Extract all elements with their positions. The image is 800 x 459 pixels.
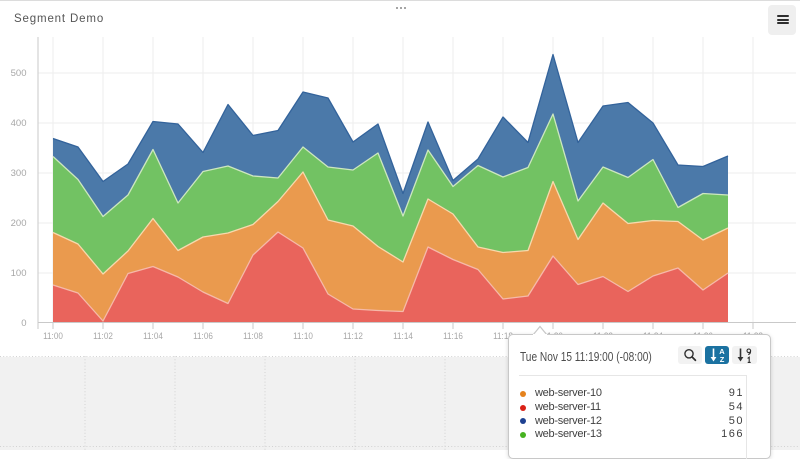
svg-text:0: 0 [21,318,26,329]
svg-text:Z: Z [720,355,725,364]
svg-text:200: 200 [11,218,27,229]
svg-text:11:08: 11:08 [243,331,263,342]
svg-text:A: A [719,347,725,356]
svg-text:300: 300 [11,168,27,179]
svg-text:500: 500 [11,68,27,79]
svg-text:11:02: 11:02 [93,331,113,342]
svg-text:11:04: 11:04 [143,331,163,342]
svg-text:11:18: 11:18 [493,331,513,342]
svg-text:11:12: 11:12 [343,331,363,342]
svg-text:11:16: 11:16 [443,331,463,342]
svg-text:11:10: 11:10 [293,331,313,342]
svg-text:11:14: 11:14 [393,331,413,342]
svg-text:100: 100 [11,268,27,279]
svg-text:400: 400 [11,118,27,129]
svg-text:11:06: 11:06 [193,331,213,342]
svg-text:11:00: 11:00 [43,331,63,342]
